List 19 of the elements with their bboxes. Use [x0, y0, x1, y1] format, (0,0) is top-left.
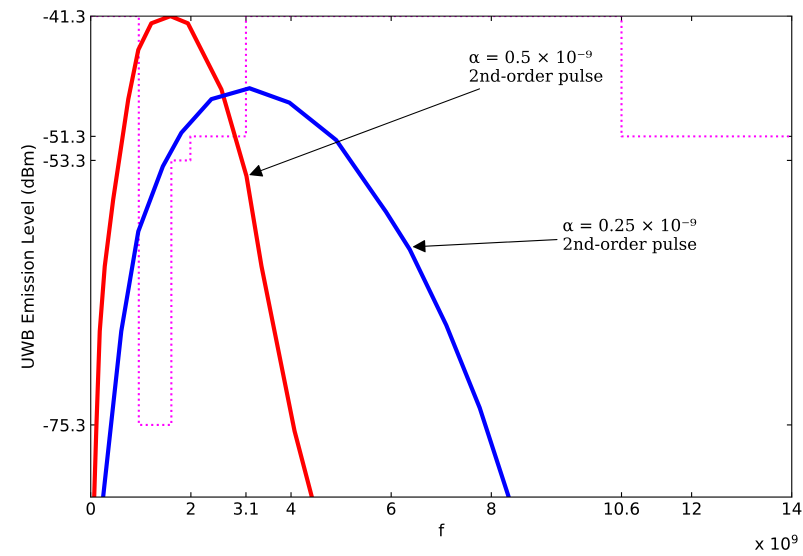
annotation: α = 0.25 × 10⁻⁹ 2nd-order pulse — [563, 218, 696, 254]
x-tick-label: 8 — [487, 502, 496, 515]
x-tick-label: 12 — [682, 502, 701, 515]
x-tick-label: 3.1 — [234, 502, 258, 515]
annotation: α = 0.5 × 10⁻⁹ 2nd-order pulse — [470, 50, 602, 86]
x-tick-label: 10.6 — [604, 502, 640, 515]
y-tick-label: -75.3 — [44, 418, 85, 432]
x-tick-label: 0 — [86, 502, 95, 515]
x-tick-label: 14 — [782, 502, 802, 515]
x-tick-label: 2 — [186, 502, 195, 515]
y-tick-label: -41.3 — [44, 10, 85, 23]
text: x 10$^{9}$ — [754, 534, 798, 550]
y-tick-label: -53.3 — [44, 154, 85, 167]
x-tick-label: 6 — [387, 502, 396, 515]
x-tick-label: 4 — [286, 502, 296, 515]
y-tick-label: -51.3 — [44, 130, 85, 143]
x-axis-title: f — [438, 524, 444, 536]
y-axis-title: UWB Emission Level (dBm) — [21, 145, 36, 368]
line-series — [101, 86, 510, 498]
